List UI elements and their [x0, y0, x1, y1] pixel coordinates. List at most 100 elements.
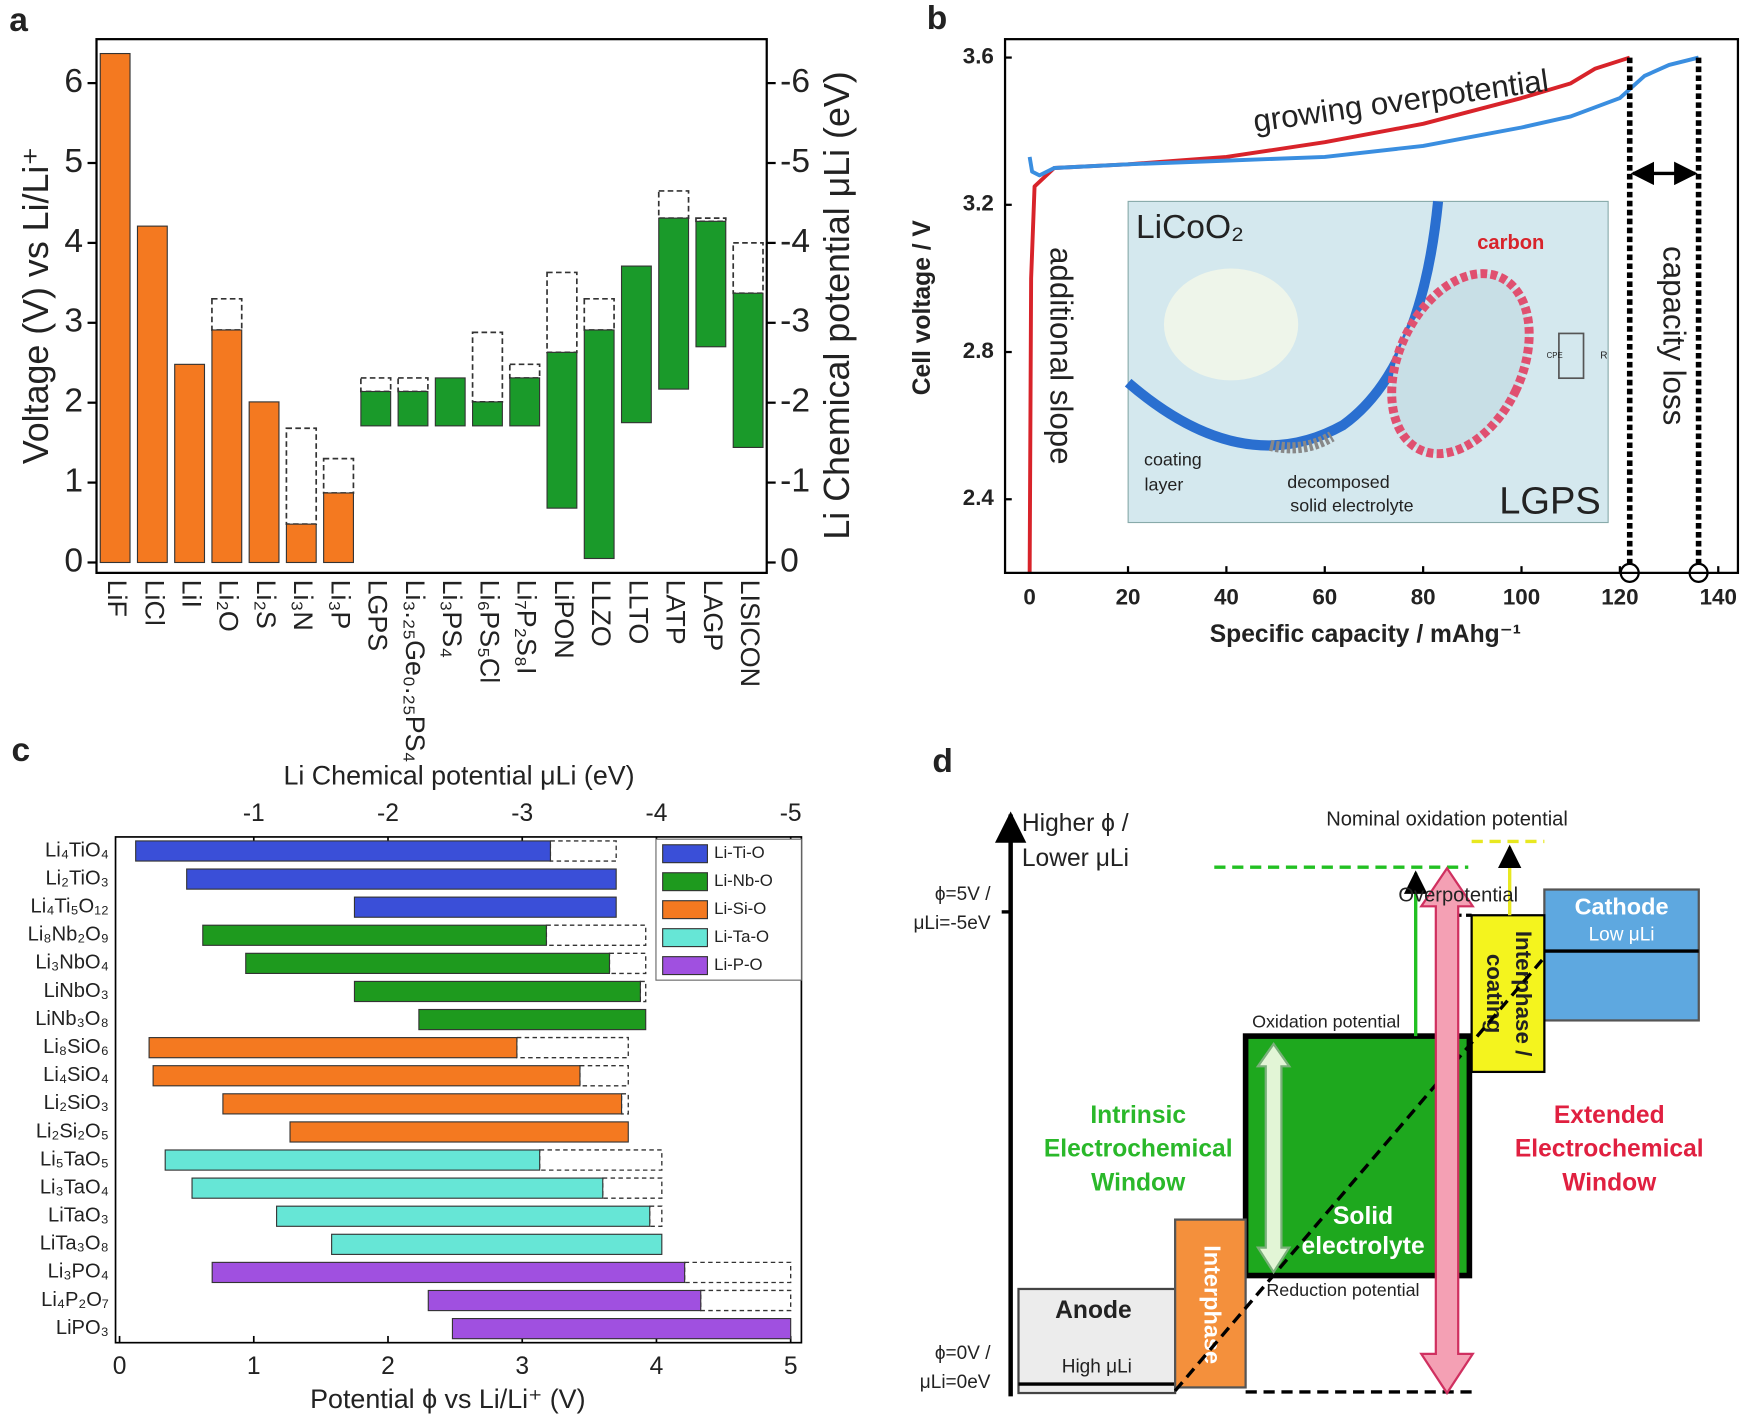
level-label: μLi=-5eV [913, 913, 990, 934]
bar [202, 924, 547, 946]
intrinsic-arrow [1255, 1041, 1292, 1275]
intrinsic-label: Electrochemical [1044, 1136, 1233, 1163]
y-tick-label: Li₄P₂O₇ [41, 1289, 109, 1311]
y-tick-label: Li₃PO₄ [48, 1261, 109, 1283]
y-tick-label: LiTa₃O₈ [40, 1233, 109, 1255]
x-tick-label: 140 [1700, 585, 1737, 610]
anode-label: High μLi [1062, 1356, 1132, 1377]
legend-label: Li-Ti-O [714, 843, 765, 862]
legend-swatch [662, 956, 708, 976]
x-tick-label: LiPON [549, 580, 579, 659]
x-tick-label: 3 [515, 1353, 529, 1380]
x-tick-label: LLZO [586, 580, 616, 647]
y-tick-label: LiPO₃ [56, 1317, 109, 1339]
bar [509, 377, 541, 427]
x-tick-label: 80 [1411, 585, 1436, 610]
y-tick-label: Li₂Si₂O₅ [36, 1120, 109, 1142]
anode-label: Anode [1055, 1297, 1132, 1324]
y-tick-label: Li₃TaO₄ [40, 1176, 109, 1198]
legend-label: Li-Ta-O [714, 927, 769, 946]
nominal-label: Nominal oxidation potential [1326, 808, 1568, 830]
x-tick-label: 4 [650, 1353, 664, 1380]
extended-bar [700, 1289, 792, 1312]
annotation: capacity loss [1657, 246, 1692, 425]
y-tick-label: 2.4 [963, 485, 995, 510]
extended-bar [285, 427, 318, 525]
plot-frame [95, 38, 768, 574]
extended-bar [545, 924, 647, 947]
extended-bar [639, 980, 647, 1003]
inset-label: LGPS [1499, 481, 1600, 523]
bar [353, 980, 641, 1003]
bar [245, 952, 611, 975]
x-tick-label: LAGP [698, 580, 728, 652]
y-tick-label: Li₃NbO₄ [35, 952, 108, 974]
y-tick-label: 2.8 [963, 338, 994, 363]
bar [211, 329, 243, 564]
panel-c: c 0 1 2 3 4 5 -1 -2 -3 -4 -5 Li₄TiO₄ Li₂TiO₃ Li₄Ti₅O₁₂… [11, 732, 803, 1414]
extended-bar [546, 271, 578, 354]
bar [164, 1149, 541, 1171]
extended-bar [608, 952, 647, 975]
bar [472, 401, 503, 427]
y-tick-label: 0 [64, 542, 83, 579]
y2-tick-label: -6 [780, 63, 810, 100]
extended-bar [583, 297, 615, 331]
extended-label: Window [1562, 1169, 1657, 1196]
inset-decomposed [1268, 431, 1335, 454]
inset-label: solid electrolyte [1290, 496, 1413, 516]
extended-bar [657, 190, 690, 219]
y-tick-label: Li₄TiO₄ [45, 839, 109, 861]
x2-tick-label: -4 [646, 800, 668, 827]
legend-swatch [662, 872, 708, 892]
inset-label: layer [1145, 474, 1184, 494]
cathode-label: Low μLi [1589, 924, 1655, 945]
bar [222, 1093, 623, 1115]
x-tick-label: 1 [247, 1353, 261, 1380]
coating-box [1470, 914, 1546, 1074]
x-axis-label: Potential ϕ vs Li/Li⁺ (V) [310, 1384, 585, 1414]
bar [276, 1205, 651, 1227]
bar [186, 868, 617, 890]
x-axis-label: Specific capacity / mAhg⁻¹ [1210, 621, 1521, 648]
x-tick-label: Li₃PS₄ [437, 580, 467, 659]
x2-axis-label: Li Chemical potential μLi (eV) [283, 761, 634, 791]
y-tick-label: Li₈Nb₂O₉ [28, 924, 109, 946]
x-tick-label: 0 [113, 1353, 127, 1380]
bar [285, 523, 317, 564]
y-tick-label: 6 [64, 63, 83, 100]
x-tick-label: Li₃P [325, 580, 355, 630]
intrinsic-label: Window [1091, 1169, 1186, 1196]
bar [658, 217, 690, 390]
extended-bar [508, 363, 541, 379]
extended-bar [397, 377, 429, 393]
extended-bar [649, 1205, 663, 1227]
y-tick-label: Li₈SiO₆ [43, 1036, 109, 1058]
panel-label: d [932, 743, 953, 780]
inset-label: coating [1144, 450, 1202, 470]
extended-bar [732, 242, 764, 295]
extended-bar [322, 457, 355, 494]
x2-tick-label: -3 [511, 800, 533, 827]
extended-bar [516, 1036, 629, 1059]
x-tick-label: 0 [1023, 585, 1035, 610]
x-tick-label: 40 [1214, 585, 1239, 610]
legend-label: Li-Nb-O [714, 871, 773, 890]
inset-label: R [1600, 350, 1607, 361]
reduction-label: Reduction potential [1266, 1280, 1419, 1300]
y-tick-label: Li₂TiO₃ [45, 867, 108, 889]
bar [427, 1289, 702, 1312]
extended-label: Electrochemical [1515, 1136, 1704, 1163]
oxidation-label: Oxidation potential [1252, 1011, 1400, 1031]
interphase-box [1174, 1218, 1247, 1389]
legend-swatch [662, 900, 708, 920]
guide-line [1173, 958, 1544, 1392]
y2-axis-label: Li Chemical potential μLi (eV) [817, 71, 857, 539]
x-tick-label: LLTO [623, 580, 653, 645]
y-tick-label: Li₂SiO₃ [44, 1092, 109, 1114]
bar [732, 292, 764, 448]
x-tick-label: LGPS [363, 580, 393, 652]
bar [136, 225, 168, 564]
level-label: μLi=0eV [920, 1372, 991, 1393]
